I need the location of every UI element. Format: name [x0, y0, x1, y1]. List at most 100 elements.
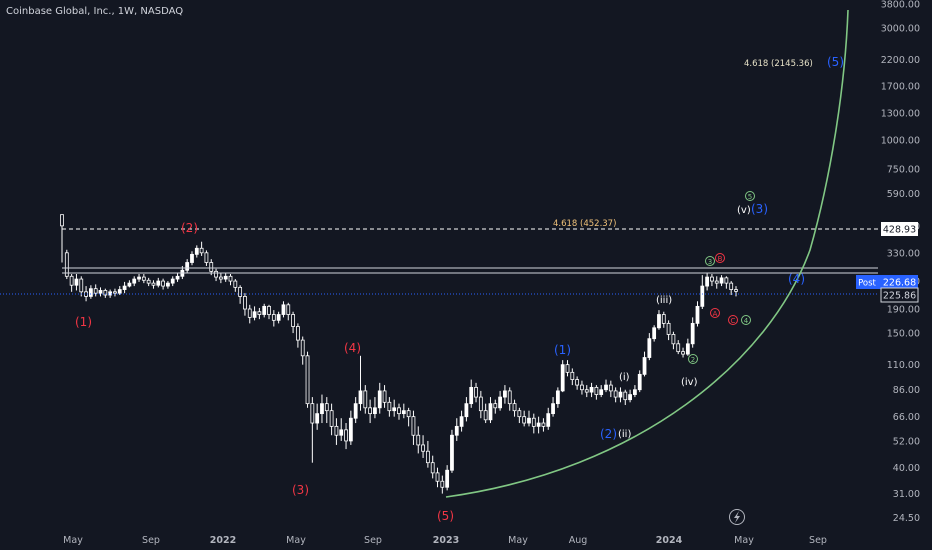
candle-67	[382, 390, 387, 403]
candle-9	[103, 290, 108, 296]
y-tick-17: 40.00	[893, 463, 920, 474]
candle-1	[64, 252, 69, 277]
lightning-icon[interactable]	[729, 509, 745, 525]
fib-label-2145: 4.618 (2145.36)	[744, 59, 813, 69]
y-tick-11: 190.00	[887, 305, 920, 316]
candle-121	[642, 357, 647, 375]
candle-97	[527, 417, 531, 424]
candle-43	[267, 305, 271, 315]
circled-wave-B: B	[715, 253, 725, 263]
candle-82	[454, 425, 459, 436]
candle-123	[652, 327, 657, 340]
y-tick-2: 2200.00	[881, 55, 920, 66]
wave-minor-i: (i)	[619, 372, 630, 383]
y-tick-14: 86.00	[893, 385, 920, 396]
candle-8	[98, 290, 103, 294]
candle-130	[685, 343, 690, 355]
candle-59	[344, 429, 348, 442]
candle-17	[141, 276, 146, 281]
candle-48	[291, 314, 295, 327]
candle-122	[647, 338, 652, 358]
candle-115	[613, 390, 618, 398]
candle-78	[435, 472, 440, 482]
candle-7	[93, 288, 98, 294]
candle-117	[623, 391, 628, 401]
candle-18	[146, 279, 151, 284]
x-tick-3: May	[286, 535, 306, 546]
candle-20	[156, 280, 161, 286]
candle-103	[555, 390, 560, 405]
candle-66	[377, 390, 382, 409]
candle-93	[507, 390, 512, 405]
candle-50	[300, 339, 305, 357]
circled-wave-3: 3	[705, 256, 715, 266]
post-tag-label: Post	[858, 279, 876, 289]
candle-0	[60, 214, 64, 227]
candle-23	[170, 278, 175, 284]
wave-primary-2: (2)	[181, 221, 198, 235]
candle-107	[575, 379, 580, 386]
candles-layer	[60, 214, 738, 494]
candle-4	[79, 278, 84, 293]
candle-63	[363, 390, 368, 409]
candle-134	[705, 276, 710, 287]
candle-22	[166, 282, 170, 287]
candle-32	[214, 270, 218, 278]
y-tick-1: 3000.00	[881, 24, 920, 35]
candle-21	[161, 280, 165, 287]
candle-127	[671, 334, 676, 345]
candle-99	[536, 422, 541, 427]
y-tick-19: 24.50	[893, 513, 920, 524]
candle-90	[493, 403, 498, 409]
candle-19	[151, 282, 156, 286]
candle-138	[724, 277, 729, 284]
candle-15	[132, 278, 137, 284]
candle-51	[305, 355, 310, 405]
y-tick-4: 1300.00	[881, 109, 920, 120]
candle-91	[498, 396, 502, 409]
post-tag-bg	[856, 275, 918, 289]
candle-46	[281, 304, 286, 315]
candle-68	[387, 401, 392, 412]
svg-text:C: C	[731, 317, 736, 325]
y-tick-16: 52.00	[893, 436, 920, 447]
candle-81	[450, 434, 454, 471]
candle-92	[503, 390, 507, 398]
candle-124	[657, 314, 661, 329]
candle-112	[599, 389, 604, 395]
fib-label-452: 4.618 (452.37)	[553, 219, 616, 229]
candle-105	[565, 364, 570, 373]
y-tick-6: 750.00	[887, 165, 920, 176]
candle-29	[199, 247, 204, 254]
wave-int-3: (3)	[751, 202, 768, 216]
candle-55	[324, 403, 329, 412]
y-tick-13: 110.00	[887, 360, 920, 371]
candle-38	[243, 296, 247, 310]
wave-minor-iv: (iv)	[681, 377, 698, 388]
candle-116	[618, 391, 623, 398]
candle-100	[541, 422, 546, 427]
x-tick-2: 2022	[210, 535, 236, 546]
candle-30	[204, 252, 209, 263]
y-tick-5: 1000.00	[881, 135, 920, 146]
candle-84	[464, 403, 469, 418]
candle-60	[348, 417, 353, 442]
circled-wave-C: C	[728, 315, 738, 325]
wave-primary-5: (5)	[437, 509, 454, 523]
candle-49	[296, 326, 300, 341]
candle-133	[700, 285, 705, 307]
candle-13	[122, 285, 127, 290]
candle-69	[392, 407, 397, 412]
x-tick-7: Aug	[569, 535, 588, 546]
candle-113	[604, 384, 608, 391]
candle-125	[661, 314, 666, 324]
svg-text:3: 3	[708, 258, 712, 266]
candle-74	[416, 434, 421, 446]
wave-minor-iii: (iii)	[656, 295, 672, 306]
wave-minor-v: (v)	[737, 205, 751, 216]
circled-wave-2: 2	[688, 354, 698, 364]
candle-129	[681, 351, 685, 355]
circled-wave-4: 4	[741, 315, 751, 325]
candle-77	[430, 462, 435, 474]
